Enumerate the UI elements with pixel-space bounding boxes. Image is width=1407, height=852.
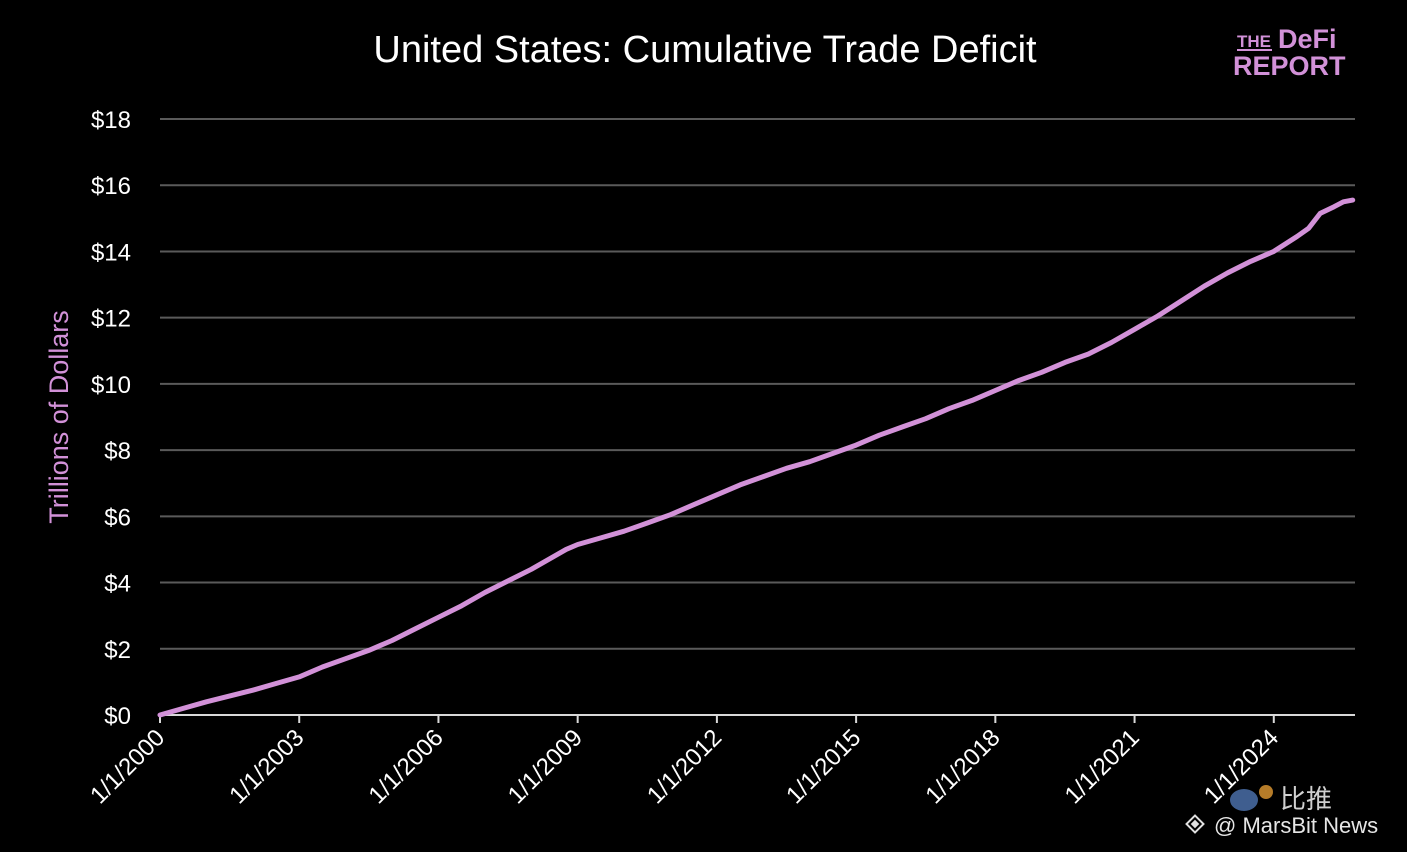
x-tick-label: 1/1/2006 xyxy=(364,724,449,809)
y-axis-label: Trillions of Dollars xyxy=(44,310,74,524)
x-axis xyxy=(159,714,1355,723)
x-tick-label: 1/1/2000 xyxy=(85,724,170,809)
logo-the: THE xyxy=(1237,32,1271,51)
watermark-brand: 比推 xyxy=(1280,785,1332,815)
logo-defi: DeFi xyxy=(1278,24,1337,54)
x-tick-label: 1/1/2009 xyxy=(503,724,588,809)
watermark-news: @ MarsBit News xyxy=(1214,813,1378,838)
binance-diamond-icon xyxy=(1185,814,1205,834)
defi-report-logo: THE DeFi REPORT xyxy=(1233,24,1346,81)
chart-title: United States: Cumulative Trade Deficit xyxy=(373,29,1037,71)
y-tick-label: $2 xyxy=(104,637,131,664)
y-tick-label: $14 xyxy=(91,239,131,266)
y-tick-label: $8 xyxy=(104,438,131,465)
y-tick-label: $4 xyxy=(104,571,131,598)
y-tick-label: $0 xyxy=(104,703,131,730)
logo-report: REPORT xyxy=(1233,51,1346,81)
y-tick-labels: $0 $2 $4 $6 $8 $10 $12 $14 $16 $18 xyxy=(91,107,131,730)
x-tick-label: 1/1/2015 xyxy=(781,724,866,809)
series-line-cumulative-trade-deficit xyxy=(157,197,1356,718)
x-tick-label: 1/1/2012 xyxy=(642,724,727,809)
x-tick-label: 1/1/2021 xyxy=(1060,724,1145,809)
x-tick-label: 1/1/2018 xyxy=(920,724,1005,809)
y-tick-label: $12 xyxy=(91,306,131,333)
x-tick-labels: 1/1/2000 1/1/2003 1/1/2006 1/1/2009 1/1/2012… xyxy=(85,724,1284,809)
y-tick-label: $16 xyxy=(91,173,131,200)
watermark: 比推 @ MarsBit News xyxy=(1185,785,1378,838)
series-layer xyxy=(157,197,1356,718)
gridlines xyxy=(160,118,1355,650)
y-tick-label: $10 xyxy=(91,372,131,399)
x-tick-label: 1/1/2003 xyxy=(224,724,309,809)
y-tick-label: $18 xyxy=(91,107,131,134)
y-tick-label: $6 xyxy=(104,504,131,531)
bird-icon xyxy=(1230,785,1273,811)
